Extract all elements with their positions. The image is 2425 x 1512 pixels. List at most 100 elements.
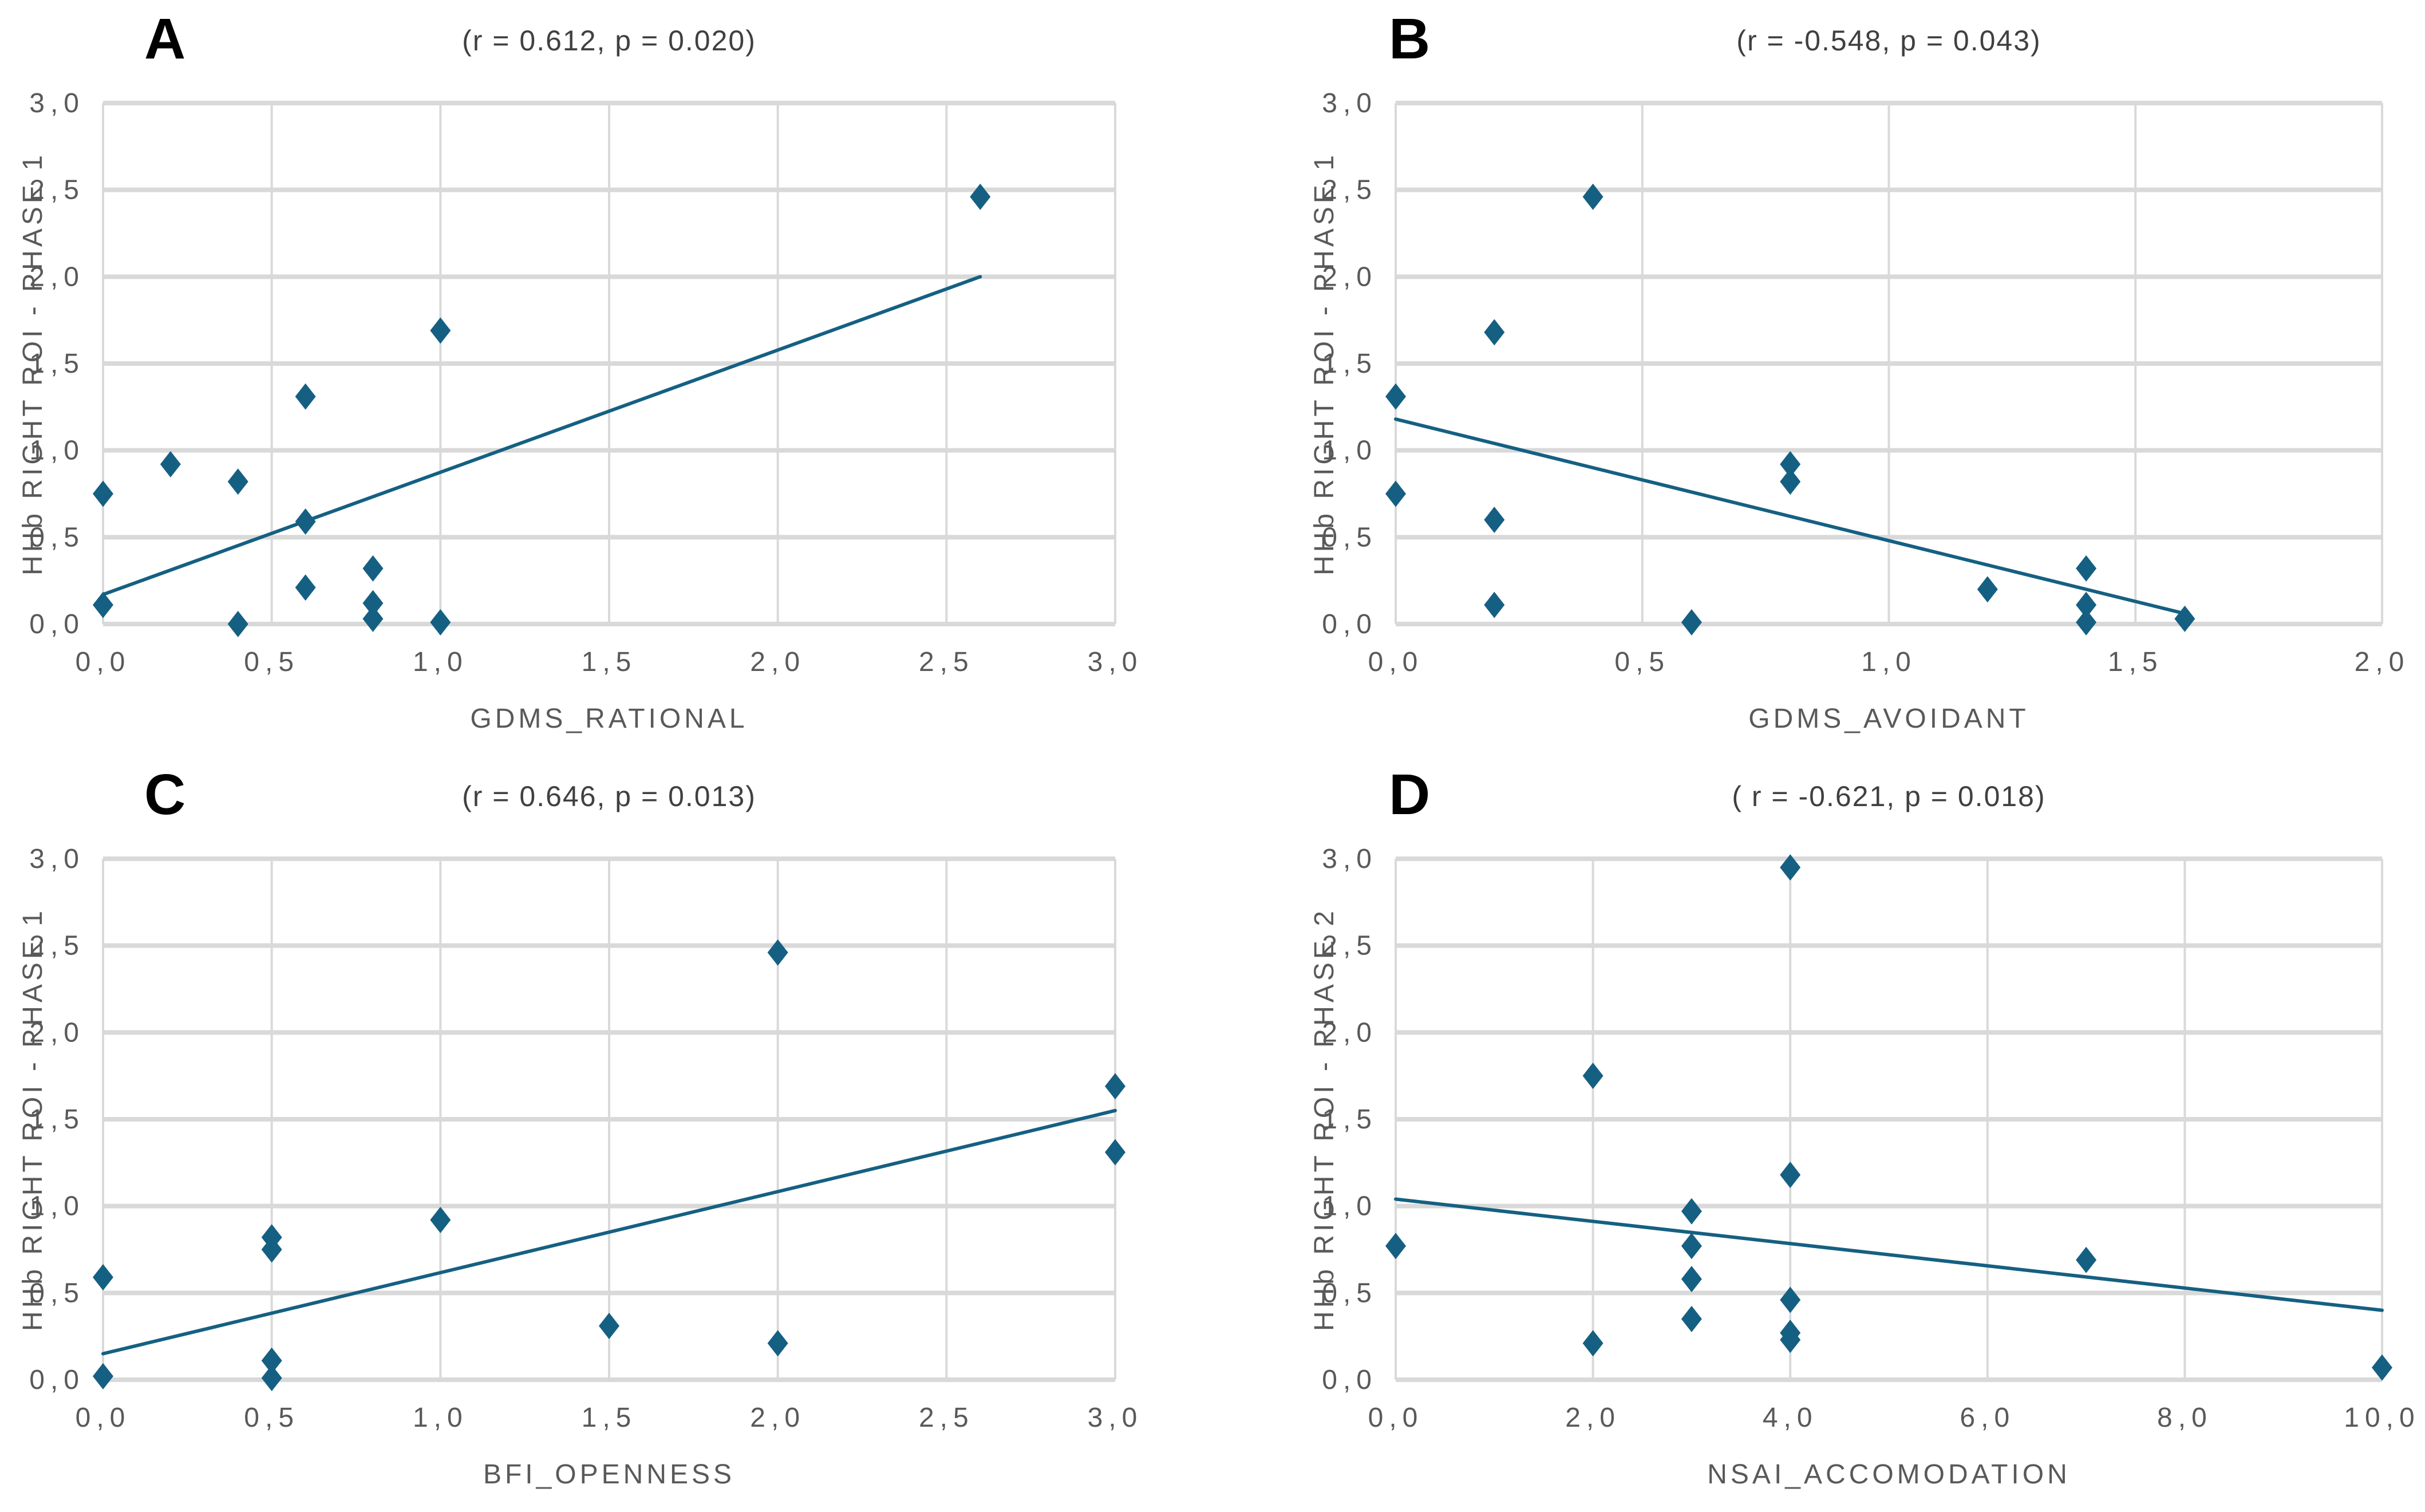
y-tick-label: 2,5 [1322, 931, 1377, 961]
panel-d-title: ( r = -0.621, p = 0.018) [1732, 780, 2046, 812]
y-tick-label: 2,0 [29, 1017, 85, 1048]
data-point [1484, 319, 1505, 346]
data-point [1780, 1286, 1801, 1313]
panel-b-scatter-plot: 0,0 0,5 1,0 1,5 2,0 0,0 0,5 1,0 1,5 2,0 2,5 3,0 [1322, 88, 2410, 677]
x-tick-label: 2,5 [919, 647, 974, 677]
panel-d-y-axis-title: HHb RIGHT ROI - PHASE 2 [1309, 907, 1340, 1331]
x-tick-label: 1,5 [582, 1403, 637, 1433]
trendline [101, 275, 982, 597]
data-point [1681, 609, 1702, 635]
y-tick-label: 1,0 [1322, 436, 1377, 466]
x-tick-label: 2,0 [1565, 1403, 1621, 1433]
data-point [1582, 183, 1603, 210]
data-point [362, 555, 384, 582]
data-point [1385, 480, 1406, 507]
y-tick-label: 0,0 [29, 609, 85, 639]
x-tick-label: 1,0 [413, 647, 468, 677]
data-point [1484, 507, 1505, 533]
y-tick-label: 1,0 [29, 1191, 85, 1222]
data-point [2076, 591, 2097, 618]
data-point [295, 574, 316, 601]
y-tick-label: 0,5 [29, 1278, 85, 1308]
panel-c-letter: C [144, 763, 186, 827]
data-point [970, 183, 991, 210]
data-point [362, 590, 384, 617]
data-point [1385, 1233, 1406, 1260]
data-point [2174, 605, 2195, 632]
y-tick-label: 0,5 [29, 522, 85, 552]
x-tick-label: 1,0 [1861, 647, 1917, 677]
y-tick-label: 2,0 [29, 262, 85, 292]
y-tick-label: 0,0 [1322, 1365, 1377, 1395]
panel-c-scatter-plot: 0,0 0,5 1,0 1,5 2,0 2,5 3,0 0,0 0,5 1,0 1,5 2,0 2,5 3… [29, 844, 1143, 1433]
panel-a-title: (r = 0.612, p = 0.020) [462, 25, 756, 57]
data-point [93, 1264, 113, 1291]
x-tick-label: 1,5 [582, 647, 637, 677]
x-tick-label: 1,5 [2108, 647, 2163, 677]
panel-c-y-axis-title: HHb RIGHT ROI - PHASE 1 [18, 907, 48, 1331]
x-tick-label: 0,0 [1368, 1403, 1424, 1433]
x-tick-label: 2,0 [2355, 647, 2410, 677]
y-tick-label: 3,0 [29, 844, 85, 874]
x-tick-label: 3,0 [1088, 647, 1143, 677]
y-tick-label: 1,0 [29, 436, 85, 466]
data-point [93, 480, 113, 507]
panel-d: D ( r = -0.621, p = 0.018) 0,0 2,0 4,0 6,0 8… [1212, 756, 2425, 1511]
y-tick-label: 1,0 [1322, 1191, 1377, 1222]
panel-a-y-axis-title: HHb RIGHT ROI - PHASE 1 [18, 152, 48, 575]
y-tick-label: 1,5 [1322, 1104, 1377, 1135]
panel-b-title: (r = -0.548, p = 0.043) [1736, 25, 2041, 57]
x-tick-label: 4,0 [1763, 1403, 1818, 1433]
data-point [1385, 383, 1406, 410]
y-tick-label: 0,5 [1322, 1278, 1377, 1308]
y-tick-label: 2,0 [1322, 1017, 1377, 1048]
y-tick-label: 1,5 [29, 349, 85, 379]
data-point [1681, 1305, 1702, 1332]
data-point [93, 1363, 113, 1389]
data-point [261, 1236, 282, 1263]
y-tick-label: 3,0 [29, 88, 85, 119]
data-point [93, 591, 113, 618]
data-point [1780, 1327, 1801, 1353]
y-tick-label: 1,5 [1322, 349, 1377, 379]
x-tick-label: 10,0 [2344, 1403, 2420, 1433]
x-tick-label: 0,0 [1368, 647, 1424, 677]
y-tick-label: 1,5 [29, 1104, 85, 1135]
data-point [430, 1206, 451, 1233]
x-tick-label: 0,0 [76, 1403, 131, 1433]
y-tick-label: 0,5 [1322, 522, 1377, 552]
x-tick-label: 0,5 [244, 647, 299, 677]
data-point [430, 609, 451, 635]
data-point [295, 383, 316, 410]
trendline [1394, 1197, 2384, 1312]
data-point [1484, 591, 1505, 618]
panel-b-letter: B [1389, 7, 1431, 71]
y-tick-label: 2,5 [29, 931, 85, 961]
data-point [599, 1312, 619, 1339]
data-point [2372, 1354, 2392, 1381]
data-point [227, 611, 248, 637]
y-tick-label: 3,0 [1322, 844, 1377, 874]
x-tick-label: 8,0 [2157, 1403, 2213, 1433]
data-point [767, 1330, 788, 1357]
x-tick-label: 2,0 [750, 1403, 805, 1433]
data-point [430, 317, 451, 344]
panel-c: C (r = 0.646, p = 0.013) 0,0 0,5 1,0 1,5 2,0… [0, 756, 1212, 1511]
data-point [2076, 1246, 2097, 1273]
data-point [1780, 468, 1801, 495]
panel-d-letter: D [1389, 763, 1431, 827]
x-tick-label: 1,0 [413, 1403, 468, 1433]
data-point [2076, 555, 2097, 582]
y-tick-label: 2,5 [29, 175, 85, 206]
panel-d-scatter-plot: 0,0 2,0 4,0 6,0 8,0 10,0 0,0 0,5 1,0 1,5 2,0 2,5 3,0 [1322, 844, 2420, 1433]
x-tick-label: 0,5 [1614, 647, 1670, 677]
data-point [227, 468, 248, 495]
y-tick-label: 2,5 [1322, 175, 1377, 206]
x-tick-label: 6,0 [1960, 1403, 2015, 1433]
x-tick-label: 3,0 [1088, 1403, 1143, 1433]
data-point [1780, 854, 1801, 881]
data-point [1977, 576, 1998, 603]
y-tick-label: 2,0 [1322, 262, 1377, 292]
panel-c-x-axis-title: BFI_OPENNESS [483, 1459, 736, 1490]
